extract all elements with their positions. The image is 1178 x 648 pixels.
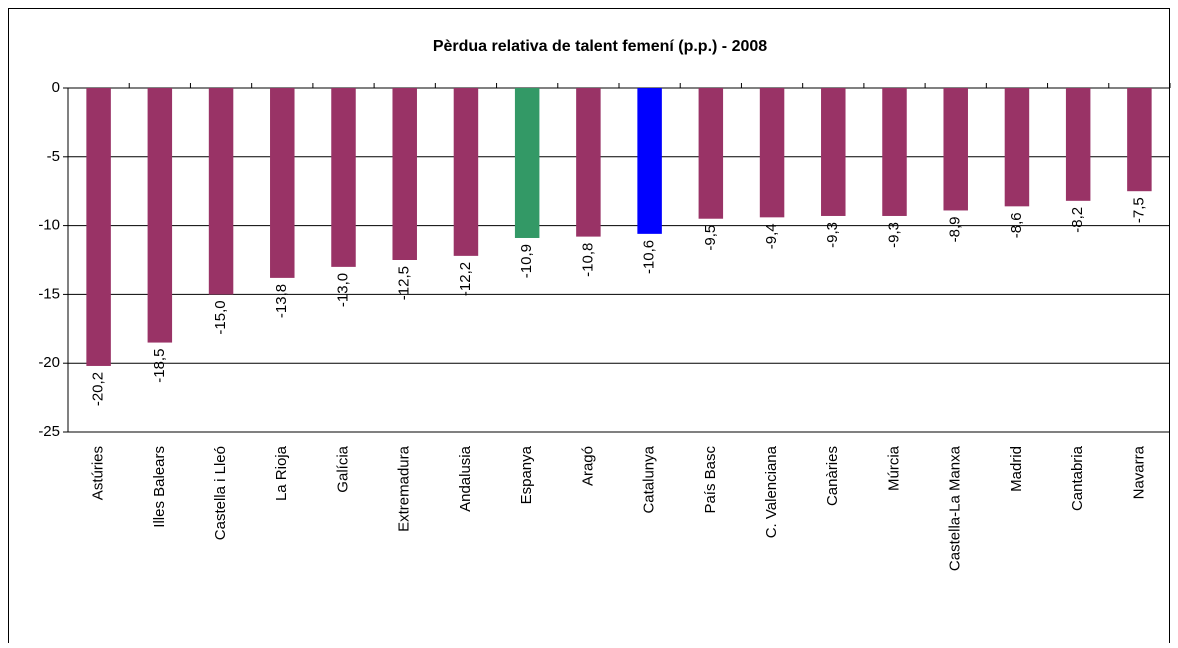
bar <box>514 88 540 238</box>
x-tick-label: Castella-La Manxa <box>947 445 964 571</box>
data-label: -8,2 <box>1069 207 1086 233</box>
bar <box>208 88 234 295</box>
bar <box>637 88 662 234</box>
y-tick-label: -20 <box>38 354 60 371</box>
x-tick-label: Madrid <box>1008 446 1025 492</box>
x-tick-label: La Rioja <box>273 445 290 501</box>
data-label: -9,3 <box>824 222 841 248</box>
data-label: -12,2 <box>457 262 474 296</box>
data-label: -18,5 <box>151 349 168 383</box>
bar <box>1065 88 1091 201</box>
data-label: -9,5 <box>702 225 719 251</box>
x-tick-label: Navarra <box>1130 445 1147 499</box>
x-tick-label: C. Valenciana <box>763 445 780 538</box>
data-label: -13,0 <box>334 273 351 307</box>
bar <box>943 88 968 211</box>
x-tick-label: Astúries <box>90 446 107 500</box>
x-tick-label: País Basc <box>702 446 719 514</box>
bar <box>86 88 111 366</box>
y-tick-label: 0 <box>52 79 60 96</box>
y-tick-label: -15 <box>38 285 60 302</box>
y-tick-label: -10 <box>38 217 60 234</box>
data-label: -10,9 <box>518 244 535 278</box>
data-label: -10,6 <box>641 240 658 274</box>
data-label: -10,8 <box>579 243 596 277</box>
y-tick-label: -5 <box>47 148 60 165</box>
data-label: -15,0 <box>212 300 229 334</box>
data-label: -20,2 <box>90 372 107 406</box>
bar <box>576 88 601 237</box>
x-tick-label: Extremadura <box>396 445 413 532</box>
bar <box>331 88 356 267</box>
x-tick-label: Catalunya <box>641 445 658 513</box>
bar <box>453 88 479 256</box>
x-tick-label: Galícia <box>334 445 351 492</box>
bar <box>821 88 846 216</box>
bar <box>392 88 417 260</box>
data-label: -9,4 <box>763 223 780 249</box>
bar <box>882 88 907 216</box>
data-label: -8,9 <box>947 216 964 242</box>
data-label: -8,6 <box>1008 212 1025 238</box>
x-tick-label: Espanya <box>518 445 535 504</box>
bar <box>1127 88 1152 192</box>
x-tick-label: Cantabria <box>1069 445 1086 511</box>
bar <box>270 88 295 278</box>
bar <box>698 88 724 219</box>
data-label: -7,5 <box>1130 197 1147 223</box>
x-tick-label: Illes Balears <box>151 446 168 528</box>
x-tick-label: Canàries <box>824 446 841 506</box>
data-label: -9,3 <box>885 222 902 248</box>
x-tick-label: Múrcia <box>885 445 902 491</box>
x-tick-label: Aragó <box>579 446 596 486</box>
data-label: -13,8 <box>273 284 290 318</box>
bar <box>147 88 173 343</box>
bar <box>1004 88 1030 207</box>
x-tick-label: Castella i Lleó <box>212 446 229 540</box>
x-tick-label: Andalusia <box>457 445 474 512</box>
bar <box>759 88 785 218</box>
data-label: -12,5 <box>396 266 413 300</box>
chart-title: Pèrdua relativa de talent femení (p.p.) … <box>433 38 767 55</box>
y-tick-label: -25 <box>38 423 60 440</box>
